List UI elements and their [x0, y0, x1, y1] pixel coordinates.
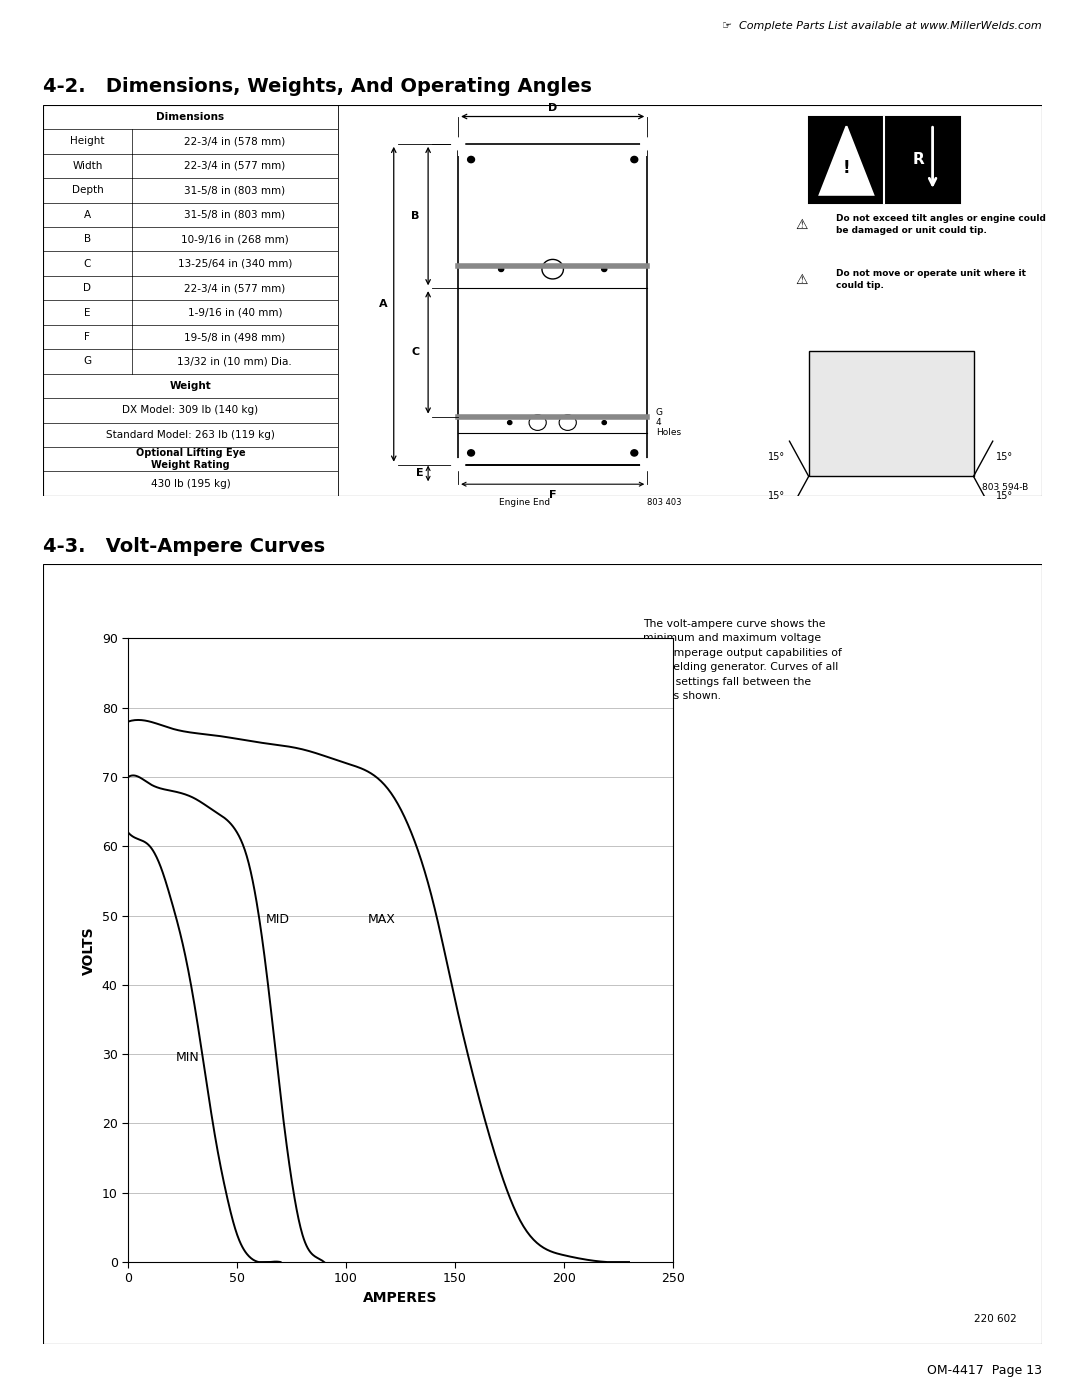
- Text: ⚠: ⚠: [795, 218, 808, 232]
- Text: 13-25/64 in (340 mm): 13-25/64 in (340 mm): [177, 258, 292, 268]
- Text: D: D: [83, 284, 92, 293]
- Bar: [809, 351, 973, 476]
- Text: Weight: Weight: [170, 381, 212, 391]
- Circle shape: [499, 267, 503, 271]
- Text: A: A: [379, 299, 388, 309]
- Text: 13/32 in (10 mm) Dia.: 13/32 in (10 mm) Dia.: [177, 356, 292, 366]
- Text: 4-3.   Volt-Ampere Curves: 4-3. Volt-Ampere Curves: [43, 536, 325, 556]
- Text: 22-3/4 in (577 mm): 22-3/4 in (577 mm): [184, 161, 285, 170]
- Text: F: F: [549, 490, 556, 500]
- Text: 22-3/4 in (577 mm): 22-3/4 in (577 mm): [184, 284, 285, 293]
- Text: Dimensions: Dimensions: [157, 112, 225, 122]
- Text: 15°: 15°: [768, 451, 784, 462]
- Circle shape: [468, 156, 474, 162]
- Polygon shape: [820, 126, 874, 194]
- Text: DX Model: 309 lb (140 kg): DX Model: 309 lb (140 kg): [122, 405, 258, 415]
- Text: 15°: 15°: [996, 451, 1013, 462]
- Text: 803 403: 803 403: [647, 497, 681, 507]
- Text: OM-4417  Page 13: OM-4417 Page 13: [928, 1363, 1042, 1377]
- Text: MID: MID: [266, 912, 289, 926]
- Circle shape: [640, 458, 653, 471]
- Text: A: A: [84, 210, 91, 219]
- Circle shape: [451, 458, 464, 471]
- Text: 15°: 15°: [996, 490, 1013, 502]
- Text: MIN: MIN: [176, 1051, 200, 1065]
- Circle shape: [602, 267, 607, 271]
- Text: 10-9/16 in (268 mm): 10-9/16 in (268 mm): [180, 235, 288, 244]
- Text: !: !: [842, 159, 850, 177]
- Circle shape: [468, 450, 474, 455]
- Text: Width: Width: [72, 161, 103, 170]
- Text: B: B: [84, 235, 91, 244]
- Text: Optional Lifting Eye
Weight Rating: Optional Lifting Eye Weight Rating: [136, 448, 245, 469]
- Text: E: E: [84, 307, 91, 317]
- Bar: [809, 116, 960, 203]
- Text: 22-3/4 in (578 mm): 22-3/4 in (578 mm): [184, 137, 285, 147]
- Text: C: C: [84, 258, 91, 268]
- Circle shape: [631, 450, 638, 455]
- Text: 31-5/8 in (803 mm): 31-5/8 in (803 mm): [185, 186, 285, 196]
- Circle shape: [508, 420, 512, 425]
- Text: B: B: [411, 211, 419, 221]
- Bar: [458, 136, 647, 155]
- Circle shape: [640, 138, 653, 149]
- X-axis label: AMPERES: AMPERES: [363, 1291, 437, 1305]
- Text: Standard Model: 263 lb (119 kg): Standard Model: 263 lb (119 kg): [106, 430, 275, 440]
- Text: C: C: [411, 348, 419, 358]
- Text: 4-2.   Dimensions, Weights, And Operating Angles: 4-2. Dimensions, Weights, And Operating …: [43, 77, 592, 95]
- Text: 803 594-B: 803 594-B: [982, 483, 1028, 492]
- Text: G
4
Holes: G 4 Holes: [656, 408, 680, 437]
- Text: Engine End: Engine End: [499, 497, 550, 507]
- Text: E: E: [416, 468, 423, 478]
- Text: The volt-ampere curve shows the
minimum and maximum voltage
and amperage output : The volt-ampere curve shows the minimum …: [643, 619, 841, 701]
- Text: 15°: 15°: [768, 490, 784, 502]
- Text: MAX: MAX: [367, 912, 395, 926]
- Text: Height: Height: [70, 137, 105, 147]
- Text: F: F: [84, 332, 91, 342]
- Circle shape: [631, 156, 638, 162]
- Bar: [458, 144, 647, 465]
- Text: G: G: [83, 356, 92, 366]
- Text: ☞  Complete Parts List available at www.MillerWelds.com: ☞ Complete Parts List available at www.M…: [723, 21, 1042, 31]
- Text: Do not move or operate unit where it
could tip.: Do not move or operate unit where it cou…: [836, 270, 1026, 289]
- Circle shape: [451, 138, 464, 149]
- Text: 220 602: 220 602: [974, 1315, 1017, 1324]
- Text: 31-5/8 in (803 mm): 31-5/8 in (803 mm): [185, 210, 285, 219]
- Text: Depth: Depth: [71, 186, 104, 196]
- Text: ⚠: ⚠: [795, 272, 808, 286]
- Text: 19-5/8 in (498 mm): 19-5/8 in (498 mm): [184, 332, 285, 342]
- Text: 1-9/16 in (40 mm): 1-9/16 in (40 mm): [188, 307, 282, 317]
- Text: R: R: [913, 152, 924, 168]
- Bar: [885, 116, 960, 203]
- Text: Do not exceed tilt angles or engine could
be damaged or unit could tip.: Do not exceed tilt angles or engine coul…: [836, 214, 1047, 235]
- Circle shape: [602, 420, 606, 425]
- Text: 430 lb (195 kg): 430 lb (195 kg): [151, 479, 230, 489]
- Text: D: D: [548, 102, 557, 113]
- Y-axis label: VOLTS: VOLTS: [82, 926, 96, 975]
